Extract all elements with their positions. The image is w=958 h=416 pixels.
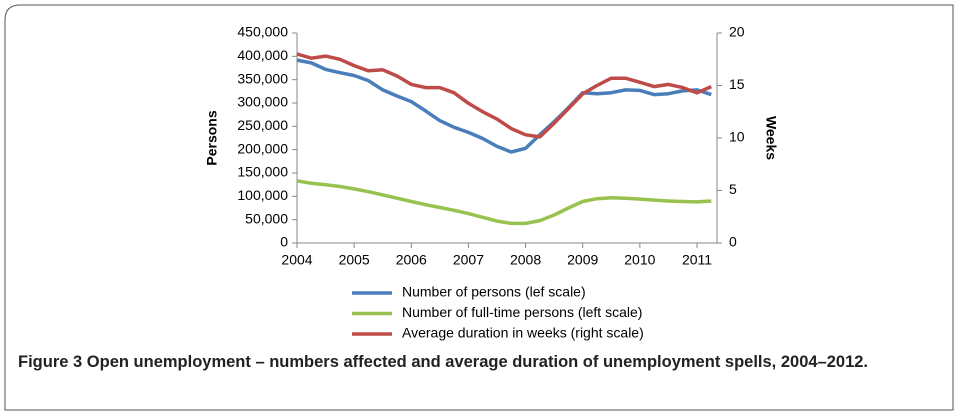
caption-text: Open unemployment – numbers affected and… (86, 353, 869, 371)
x-tick-label: 2004 (281, 252, 312, 268)
y2-axis-title: Weeks (763, 116, 779, 160)
caption: Figure 3 Open unemployment – numbers aff… (18, 350, 948, 375)
x-tick-label: 2011 (682, 252, 712, 268)
x-tick-label: 2007 (453, 252, 484, 268)
x-tick-label: 2009 (567, 252, 598, 268)
series-line (296, 58, 712, 154)
x-tick-label: 2008 (510, 252, 541, 268)
legend-label: Number of persons (lef scale) (402, 284, 586, 300)
y-tick-label: 100,000 (237, 187, 288, 203)
y2-tick-label: 15 (729, 76, 745, 92)
y-tick-label: 350,000 (237, 70, 288, 86)
legend-label: Number of full-time persons (left scale) (402, 304, 642, 320)
y2-tick-label: 0 (729, 234, 737, 250)
x-tick-label: 2005 (339, 252, 370, 268)
y-tick-label: 450,000 (237, 24, 288, 40)
x-tick-label: 2010 (624, 252, 655, 268)
caption-label: Figure 3 (18, 353, 83, 371)
y-tick-label: 400,000 (237, 47, 288, 63)
y2-tick-label: 20 (729, 24, 745, 40)
y-tick-label: 150,000 (237, 164, 288, 180)
series-line (296, 179, 712, 226)
y2-tick-label: 10 (729, 129, 745, 145)
y-tick-label: 0 (280, 234, 288, 250)
series-line (296, 52, 712, 139)
legend-label: Average duration in weeks (right scale) (402, 325, 644, 341)
y-axis-title: Persons (204, 110, 220, 165)
y-tick-label: 300,000 (237, 94, 288, 110)
y-tick-label: 200,000 (237, 140, 288, 156)
y-tick-label: 50,000 (245, 210, 288, 226)
frame (4, 4, 954, 411)
y-tick-label: 250,000 (237, 117, 288, 133)
y2-tick-label: 5 (729, 181, 737, 197)
x-tick-label: 2006 (396, 252, 427, 268)
